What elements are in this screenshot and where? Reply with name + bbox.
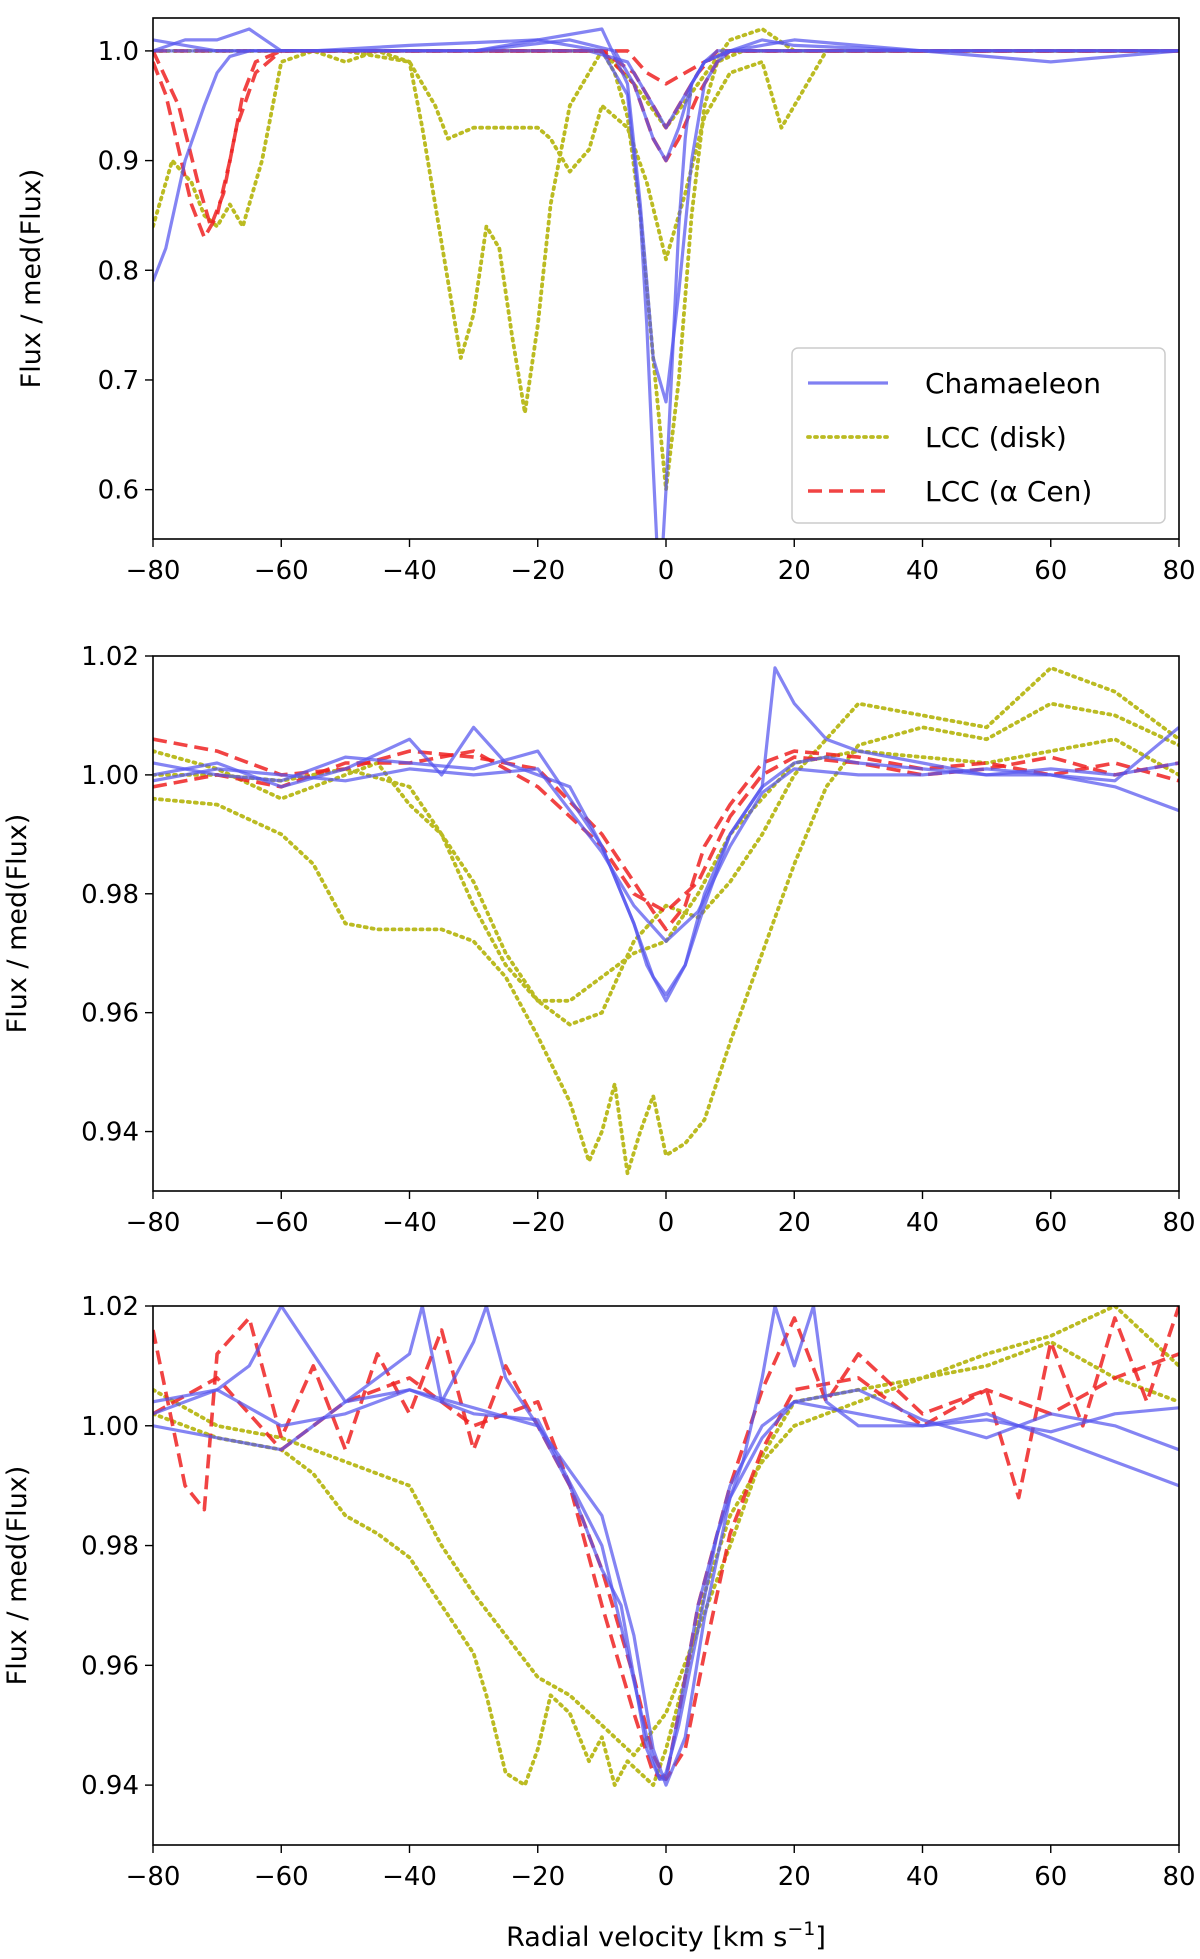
series-line-chamaeleon-2 xyxy=(153,27,1179,404)
panel-top: −80 −60 −40 −20 0 20 40 60 80 0.6 0.7 0.8 0.9 1.0 Flux… xyxy=(16,17,1196,586)
y-tick-label: 0.98 xyxy=(81,880,139,910)
axes-frame xyxy=(152,1305,1180,1846)
y-tick-label: 0.7 xyxy=(98,366,139,396)
y-axis-label: Flux / med(Flux) xyxy=(2,814,33,1034)
x-tick-label: 20 xyxy=(778,1862,811,1892)
x-tick-label: −20 xyxy=(510,1208,565,1238)
legend-label-lcc-alpha-cen: LCC (α Cen) xyxy=(925,475,1092,508)
series-line-lcc-disk-2 xyxy=(153,49,1179,262)
y-tick-label: 1.0 xyxy=(98,37,139,67)
series-line-lcc-alpha-cen-1 xyxy=(153,49,1179,240)
x-tick-label: 60 xyxy=(1034,556,1067,586)
series-line-chamaeleon-2 xyxy=(153,1388,1179,1781)
panel-bottom: −80 −60 −40 −20 0 20 40 60 80 0.94 0.96 0.98 1.00 1.0… xyxy=(2,1292,1196,1892)
legend: Chamaeleon LCC (disk) LCC (α Cen) xyxy=(791,347,1166,524)
x-tick-label: 20 xyxy=(778,556,811,586)
series-line-chamaeleon-2 xyxy=(153,749,1179,997)
x-tick-label: −40 xyxy=(382,1862,437,1892)
y-tick-label: 1.02 xyxy=(81,642,139,672)
y-tick-label: 0.94 xyxy=(81,1118,139,1148)
series-line-lcc-disk-3 xyxy=(153,737,1179,1003)
y-tick-label: 0.96 xyxy=(81,999,139,1029)
y-tick-label: 0.9 xyxy=(98,147,139,177)
x-tick-label: 0 xyxy=(658,1862,675,1892)
series-line-chamaeleon-3 xyxy=(153,726,1179,943)
x-axis-label: Radial velocity [km s−1] xyxy=(506,1918,826,1953)
series-line-lcc-disk-1 xyxy=(153,1306,1179,1787)
x-tick-label: −80 xyxy=(126,1208,181,1238)
series-line-lcc-alpha-cen-3 xyxy=(153,49,1179,86)
panel-middle: −80 −60 −40 −20 0 20 40 60 80 0.94 0.96 0.98 1.00 1.0… xyxy=(2,642,1196,1238)
x-tick-label: −40 xyxy=(382,1208,437,1238)
series-line-chamaeleon-4 xyxy=(153,38,1179,130)
legend-box xyxy=(791,347,1166,524)
y-axis-label: Flux / med(Flux) xyxy=(16,169,47,389)
series-layer xyxy=(153,27,1179,539)
y-tick-label: 0.94 xyxy=(81,1771,139,1801)
y-tick-label: 1.02 xyxy=(81,1292,139,1322)
y-tick-label: 0.96 xyxy=(81,1651,139,1681)
legend-label-lcc-disk: LCC (disk) xyxy=(925,421,1067,454)
x-tick-label: 40 xyxy=(906,1862,939,1892)
series-line-lcc-disk-1 xyxy=(153,49,1179,492)
x-tick-label: 60 xyxy=(1034,1862,1067,1892)
x-tick-label: 0 xyxy=(658,1208,675,1238)
x-tick-label: 80 xyxy=(1162,556,1195,586)
series-line-lcc-alpha-cen-1 xyxy=(153,737,1179,932)
series-line-chamaeleon-1 xyxy=(153,666,1179,1003)
series-line-lcc-alpha-cen-2 xyxy=(153,1352,1179,1781)
y-tick-label: 0.8 xyxy=(98,256,139,286)
y-tick-label: 0.6 xyxy=(98,476,139,506)
x-tick-label: −60 xyxy=(254,1208,309,1238)
series-line-lcc-disk-1 xyxy=(153,701,1179,1176)
y-tick-label: 1.00 xyxy=(81,1412,139,1442)
y-tick-label: 1.00 xyxy=(81,761,139,791)
legend-label-chamaeleon: Chamaeleon xyxy=(925,367,1101,400)
x-tick-label: 40 xyxy=(906,1208,939,1238)
x-tick-label: −60 xyxy=(254,1862,309,1892)
x-tick-label: −20 xyxy=(510,556,565,586)
x-tick-label: 40 xyxy=(906,556,939,586)
series-line-lcc-disk-2 xyxy=(153,1340,1179,1758)
x-tick-label: −60 xyxy=(254,556,309,586)
series-line-chamaeleon-3 xyxy=(153,1388,1179,1787)
x-tick-label: −80 xyxy=(126,556,181,586)
series-line-lcc-disk-2 xyxy=(153,666,1179,1027)
x-tick-label: −40 xyxy=(382,556,437,586)
x-tick-label: 80 xyxy=(1162,1862,1195,1892)
series-line-lcc-disk-3 xyxy=(153,27,1179,130)
x-tick-label: −80 xyxy=(126,1862,181,1892)
y-axis-label: Flux / med(Flux) xyxy=(2,1466,33,1686)
x-tick-label: 80 xyxy=(1162,1208,1195,1238)
series-line-chamaeleon-3 xyxy=(153,38,1179,163)
y-tick-label: 0.98 xyxy=(81,1532,139,1562)
series-line-lcc-alpha-cen-1 xyxy=(153,1306,1179,1781)
series-layer xyxy=(153,666,1179,1176)
series-layer xyxy=(153,1306,1179,1787)
series-line-lcc-alpha-cen-2 xyxy=(153,49,1179,229)
x-tick-label: 60 xyxy=(1034,1208,1067,1238)
series-line-chamaeleon-1 xyxy=(153,1306,1179,1781)
x-tick-label: 20 xyxy=(778,1208,811,1238)
x-tick-label: 0 xyxy=(658,556,675,586)
axes-frame xyxy=(152,655,1180,1192)
x-tick-label: −20 xyxy=(510,1862,565,1892)
